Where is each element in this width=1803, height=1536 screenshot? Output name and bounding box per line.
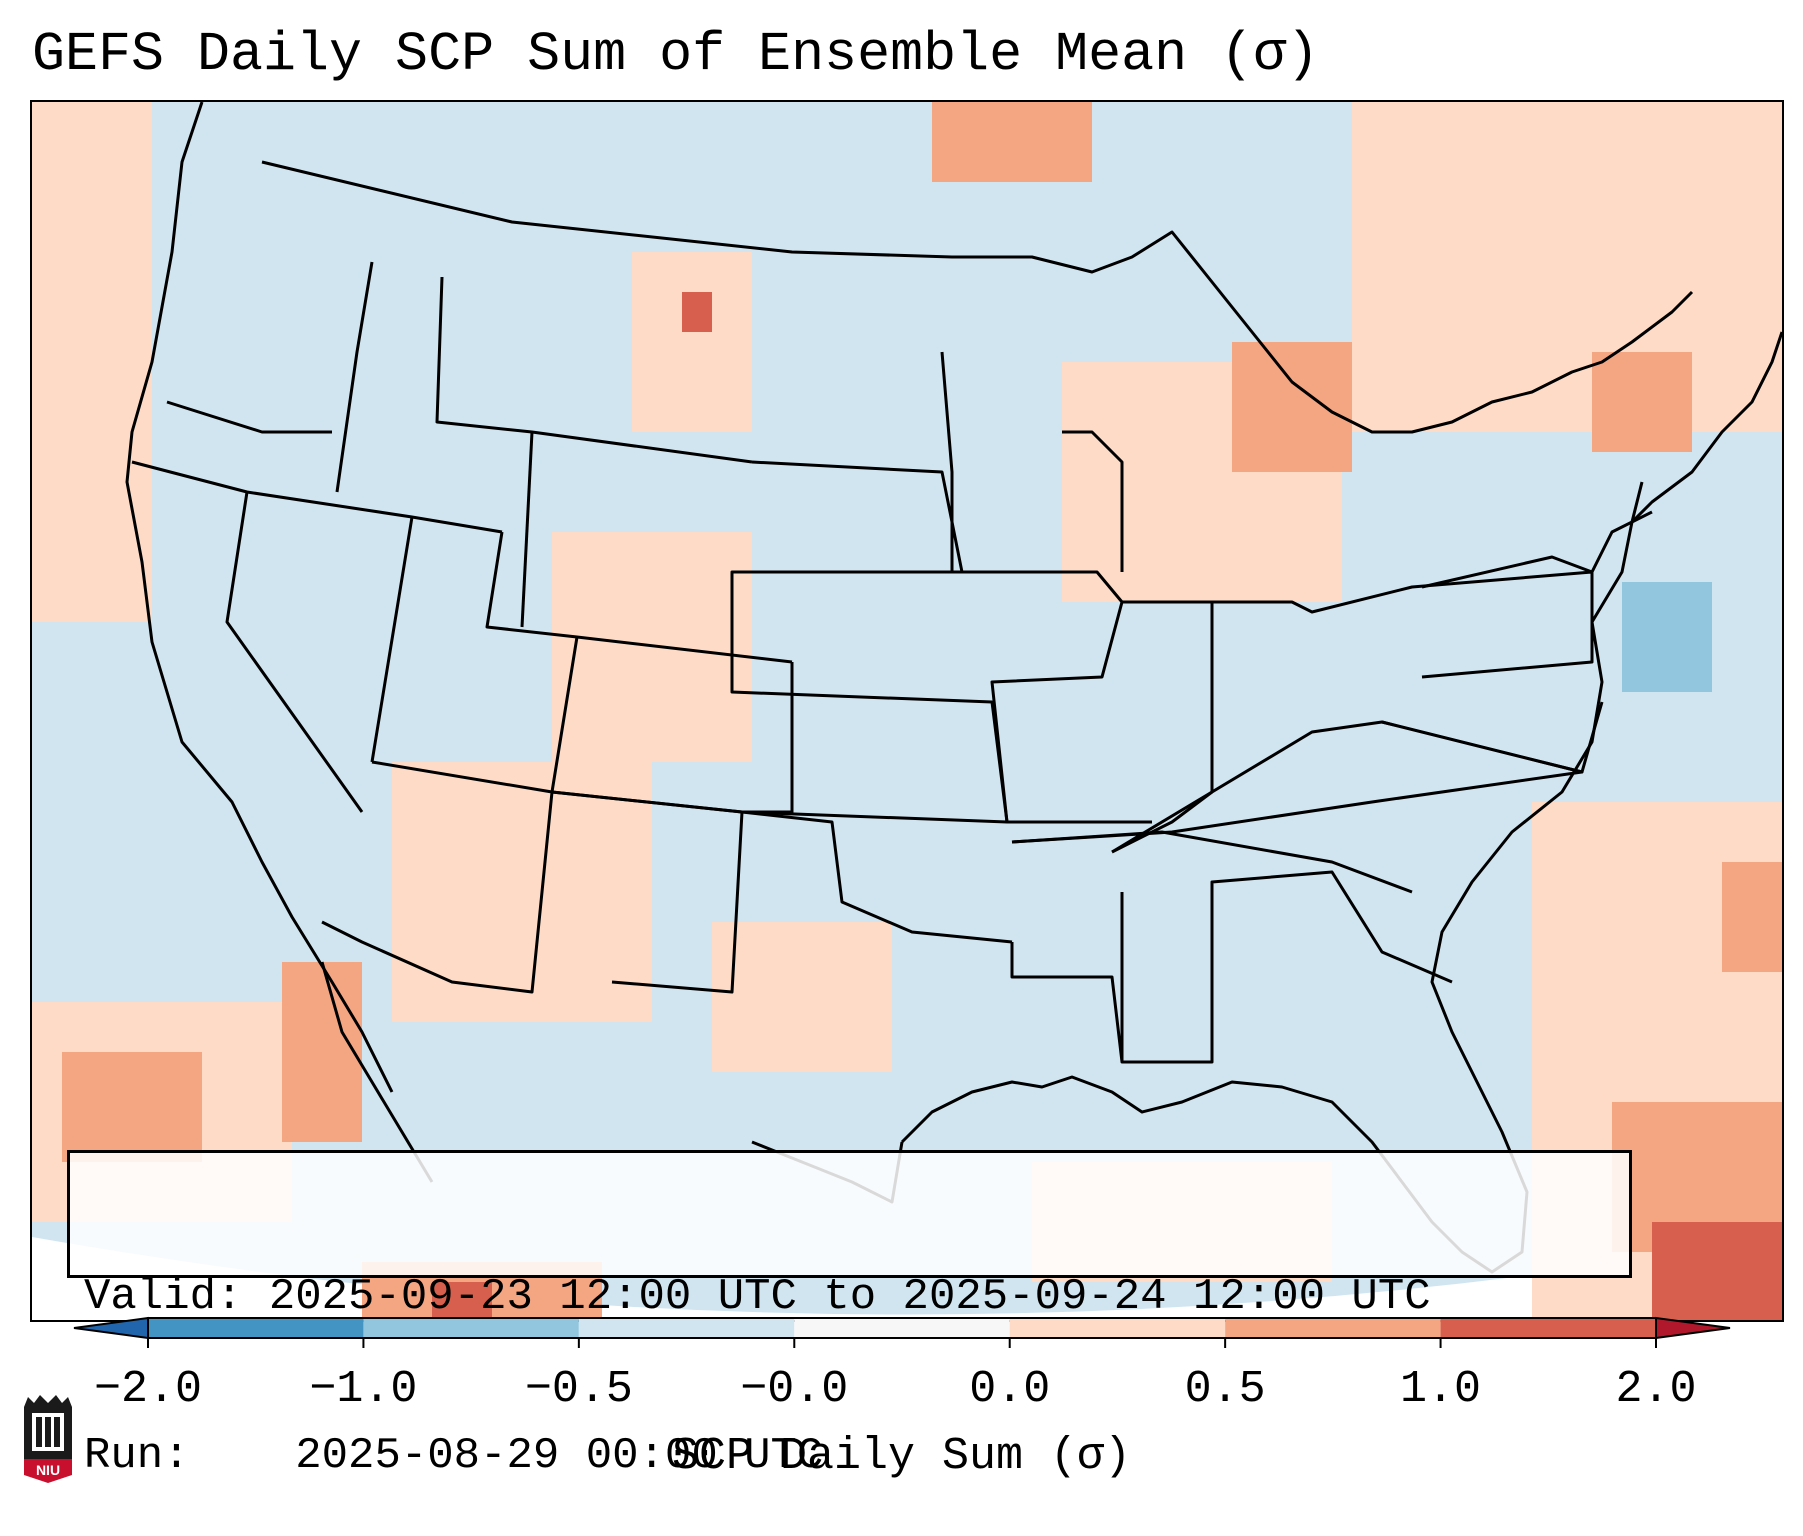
- mt-wy-nd: [435, 276, 753, 464]
- ca-nv: [225, 491, 364, 813]
- run-line: Run: 2025-08-29 00:00 UTC: [84, 1430, 1615, 1483]
- la-ar: [1010, 942, 1124, 1063]
- anomaly-cell: [682, 292, 712, 332]
- west-coast: [125, 102, 394, 1093]
- anomaly-cell: [392, 762, 652, 1022]
- colorbar-label: SCP Daily Sum (σ): [671, 1431, 1132, 1482]
- ok-tx: [741, 810, 1013, 944]
- valid-line: Valid: 2025-09-23 12:00 UTC to 2025-09-2…: [84, 1271, 1615, 1324]
- valid-label: Valid:: [84, 1272, 243, 1322]
- map-panel[interactable]: [30, 100, 1784, 1322]
- colorbar-tick-label: 0.5: [1184, 1364, 1266, 1415]
- anomaly-cell: [1232, 342, 1352, 472]
- va-nc: [1381, 701, 1604, 774]
- canada-border: [261, 160, 1694, 434]
- anomaly-cell: [932, 102, 1092, 182]
- colorbar-tick-label: 0.0: [969, 1364, 1051, 1415]
- ne-states: [1421, 510, 1653, 589]
- baja-peninsula: [320, 961, 434, 1183]
- chart-title: GEFS Daily SCP Sum of Ensemble Mean (σ): [32, 23, 1320, 86]
- run-label: Run:: [84, 1431, 190, 1481]
- anomaly-cell: [632, 252, 752, 432]
- anomaly-cell: [432, 1282, 492, 1320]
- az-nm: [321, 760, 554, 994]
- colorbar-tick-label: −2.0: [93, 1364, 203, 1415]
- wa-or: [166, 400, 332, 434]
- nv-ut: [370, 516, 414, 763]
- id-mt: [335, 261, 374, 493]
- colorbar-tick-label: −1.0: [309, 1364, 418, 1415]
- nd-mn: [940, 351, 954, 572]
- anomaly-cell: [1652, 1222, 1782, 1320]
- map-canvas: [32, 102, 1782, 1320]
- tn-south: [1011, 830, 1413, 894]
- validity-box: Valid: 2025-09-23 12:00 UTC to 2025-09-2…: [67, 1150, 1632, 1481]
- anomaly-cell: [1722, 862, 1782, 972]
- wi-mi: [1062, 430, 1124, 572]
- ut-co-wy: [485, 531, 793, 664]
- logo-text: NIU: [36, 1462, 60, 1478]
- anomaly-cell: [712, 922, 892, 1072]
- valid-value: 2025-09-23 12:00 UTC to 2025-09-24 12:00…: [268, 1272, 1431, 1322]
- niu-logo: NIU: [24, 1395, 72, 1483]
- or-ca-nv: [131, 460, 503, 534]
- anomaly-cell: [1622, 582, 1712, 692]
- anomaly-cell: [1352, 102, 1782, 432]
- colorbar-tick-label: −0.0: [740, 1364, 849, 1415]
- run-value: 2025-08-29 00:00 UTC: [295, 1431, 824, 1481]
- wy-box: [520, 431, 534, 628]
- anomaly-cell: [282, 962, 362, 1142]
- colorbar-tick-label: 2.0: [1615, 1364, 1697, 1415]
- anomaly-cell: [62, 1052, 202, 1162]
- northeast-coast: [1630, 331, 1782, 524]
- in-oh-pa: [1212, 570, 1594, 679]
- anomaly-cell: [1592, 352, 1692, 452]
- anomaly-cells: [32, 102, 1782, 1320]
- mn-ia-mo: [952, 570, 1152, 824]
- colorbar-tick-label: −0.5: [524, 1364, 633, 1415]
- anomaly-cell: [32, 102, 152, 622]
- colorbar-tick-label: 1.0: [1400, 1364, 1482, 1415]
- nm-tx: [551, 790, 744, 994]
